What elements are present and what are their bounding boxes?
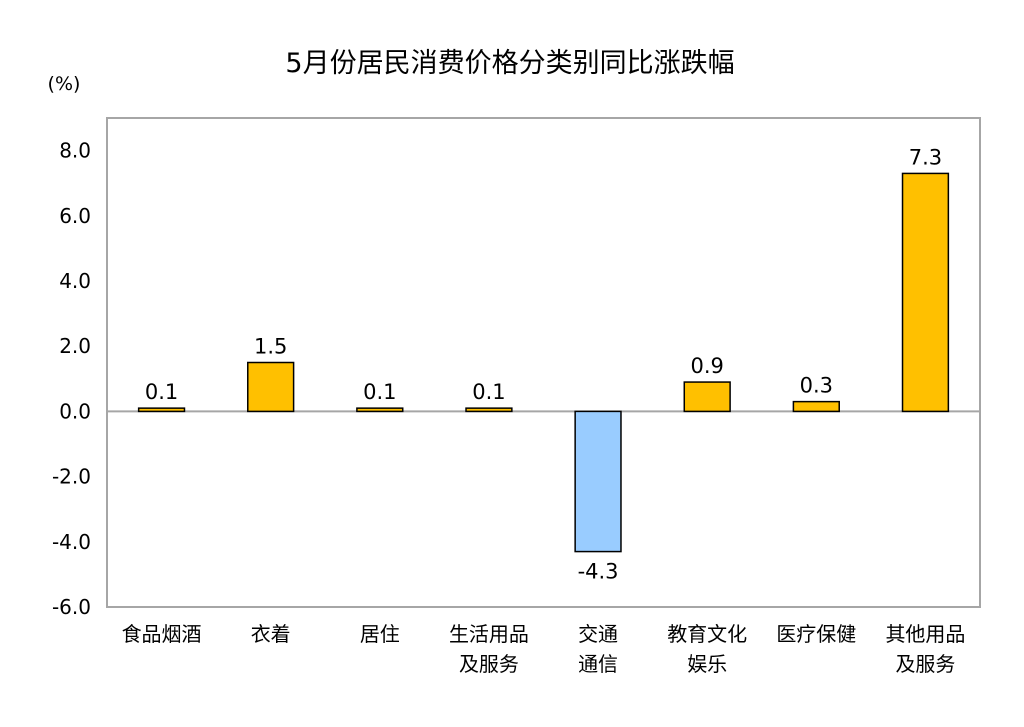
y-tick-label: -2.0 — [52, 465, 91, 489]
bar — [792, 400, 840, 413]
bar — [465, 407, 513, 413]
bar — [901, 172, 950, 413]
data-label: 0.9 — [690, 354, 723, 378]
y-tick-label: -4.0 — [52, 530, 91, 554]
category-label: 居住 — [360, 622, 400, 646]
y-unit-label: (%) — [48, 73, 81, 95]
category-label: 医疗保健 — [776, 622, 856, 646]
bar — [247, 361, 295, 413]
y-tick-label: 8.0 — [59, 139, 91, 163]
category-label: 娱乐 — [687, 652, 727, 676]
data-label: 0.3 — [800, 374, 833, 398]
y-tick-label: 6.0 — [59, 204, 91, 228]
data-label: 0.1 — [363, 380, 396, 404]
category-label: 生活用品 — [449, 622, 529, 646]
category-label: 衣着 — [251, 622, 291, 646]
category-label: 及服务 — [459, 652, 519, 676]
y-tick-label: 4.0 — [59, 269, 91, 293]
y-tick-label: 0.0 — [59, 399, 91, 423]
data-label: 1.5 — [254, 335, 287, 359]
y-tick-label: -6.0 — [52, 595, 91, 619]
bar — [137, 407, 186, 413]
y-tick-label: 2.0 — [59, 334, 91, 358]
category-label: 教育文化 — [667, 622, 747, 646]
data-label: 0.1 — [145, 380, 178, 404]
data-label: -4.3 — [578, 560, 619, 584]
plot-frame — [106, 117, 981, 608]
bar — [683, 381, 731, 413]
category-label: 食品烟酒 — [122, 622, 202, 646]
data-label: 0.1 — [472, 380, 505, 404]
data-label: 7.3 — [909, 145, 942, 169]
chart-title: 5月份居民消费价格分类别同比涨跌幅 — [285, 48, 734, 79]
category-label: 交通 — [578, 622, 618, 646]
category-label: 及服务 — [895, 652, 955, 676]
bar — [356, 407, 404, 413]
category-label: 通信 — [578, 652, 618, 676]
category-label: 其他用品 — [885, 622, 965, 646]
bar — [574, 410, 622, 553]
